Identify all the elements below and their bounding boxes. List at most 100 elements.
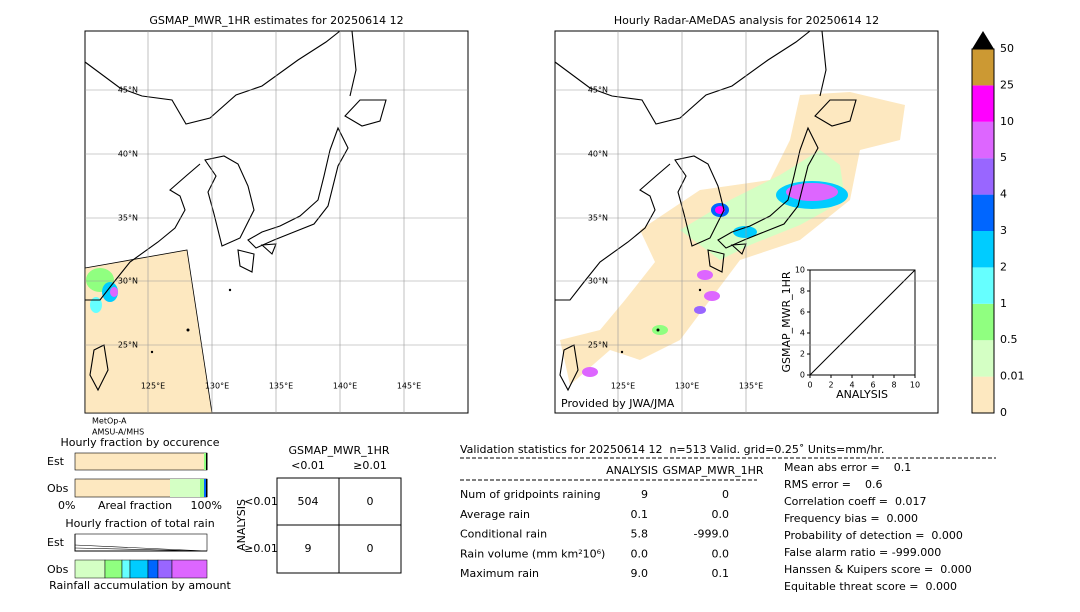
colorbar-segment [972, 340, 994, 377]
validation-header: Validation statistics for 20250614 12 n=… [460, 443, 884, 456]
colorbar-segment [972, 158, 994, 195]
colorbar-frame [971, 48, 995, 414]
rain-field [560, 92, 905, 385]
colorbar-label: 25 [1000, 78, 1014, 91]
table-cell: 0 [367, 495, 374, 508]
stat-label: Rain volume (mm km²10⁶) [460, 547, 605, 560]
stat-value: 9.0 [631, 567, 649, 580]
stat-label: Average rain [460, 508, 530, 521]
score: Mean abs error = 0.1 [784, 461, 911, 474]
stat-value: 5.8 [631, 528, 649, 541]
x-tick-label: 6 [870, 381, 875, 390]
row-label: Obs [47, 563, 69, 576]
stat-value: 0.0 [712, 547, 730, 560]
lat-label: 30°N [588, 277, 608, 286]
occurrence-bars [74, 452, 208, 498]
panel-title: Hourly fraction by occurence [61, 436, 220, 449]
colorbar-segment [972, 267, 994, 304]
score: False alarm ratio = -999.000 [784, 546, 941, 559]
score: Frequency bias = 0.000 [784, 512, 918, 525]
colorbar-label: 3 [1000, 224, 1007, 237]
stat-label: Maximum rain [460, 567, 539, 580]
colorbar-segment [972, 121, 994, 159]
stat-value: 9 [641, 488, 648, 501]
lon-label: 130°E [205, 382, 229, 391]
colorbar-label: 1 [1000, 297, 1007, 310]
lon-label: 130°E [675, 382, 699, 391]
score: RMS error = 0.6 [784, 478, 882, 491]
rain-area [110, 287, 118, 297]
lat-label: 25°N [588, 341, 608, 350]
stat-value: -999.0 [694, 528, 729, 541]
colorbar-label: 2 [1000, 260, 1007, 273]
stat-value: 0.0 [712, 508, 730, 521]
colorbar-segment [972, 303, 994, 341]
row-label: Est [47, 536, 65, 549]
credit: Provided by JWA/JMA [561, 397, 675, 410]
total-rain-bars [74, 533, 208, 579]
colorbar-label: 0 [1000, 406, 1007, 419]
lon-label: 125°E [611, 382, 635, 391]
inset-diagonal [809, 269, 916, 376]
axis-label: 100% [191, 499, 222, 512]
axis-label: 0% [58, 499, 75, 512]
x-tick-label: 4 [849, 381, 854, 390]
lon-label: 125°E [141, 382, 165, 391]
colorbar-label: 50 [1000, 42, 1014, 55]
x-tick-label: 10 [910, 381, 920, 390]
axis-label: Areal fraction [98, 499, 172, 512]
colorbar-label: 0.01 [1000, 370, 1025, 383]
lat-label: 30°N [118, 277, 138, 286]
table-title: GSMAP_MWR_1HR [288, 444, 389, 457]
column-label: <0.01 [291, 459, 325, 472]
row-label: ≥0.01 [244, 542, 278, 555]
colorbar-segment [972, 49, 994, 86]
y-tick-label: 4 [800, 329, 805, 338]
table-cell: 9 [305, 542, 312, 555]
rain-area [90, 297, 102, 313]
colorbar-label: 10 [1000, 115, 1014, 128]
lat-label: 25°N [118, 341, 138, 350]
lon-label: 135°E [739, 382, 763, 391]
contingency-grid [276, 477, 402, 574]
map-title: Hourly Radar-AMeDAS analysis for 2025061… [614, 14, 879, 27]
colorbar-segment [972, 194, 994, 231]
column-label: ≥0.01 [353, 459, 387, 472]
lat-label: 40°N [118, 150, 138, 159]
score: Probability of detection = 0.000 [784, 529, 963, 542]
x-tick-label: 2 [828, 381, 833, 390]
column-label: GSMAP_MWR_1HR [662, 464, 763, 477]
colorbar-segment [972, 85, 994, 122]
column-label: ANALYSIS [606, 464, 658, 477]
score: Hanssen & Kuipers score = 0.000 [784, 563, 972, 576]
colorbar-segment [972, 376, 994, 413]
lon-label: 135°E [269, 382, 293, 391]
stat-value: 0 [722, 488, 729, 501]
y-axis-label: GSMAP_MWR_1HR [780, 271, 793, 372]
score: Correlation coeff = 0.017 [784, 495, 926, 508]
stat-label: Num of gridpoints raining [460, 488, 601, 501]
colorbar-extend [972, 31, 994, 49]
stat-value: 0.0 [631, 547, 649, 560]
lon-label: 145°E [397, 382, 421, 391]
stat-value: 0.1 [712, 567, 730, 580]
lat-label: 35°N [588, 214, 608, 223]
table-cell: 0 [367, 542, 374, 555]
colorbar-label: 5 [1000, 151, 1007, 164]
lat-label: 40°N [588, 150, 608, 159]
y-tick-label: 6 [800, 308, 805, 317]
x-tick-label: 8 [891, 381, 896, 390]
stat-label: Conditional rain [460, 528, 547, 541]
y-tick-label: 8 [800, 287, 805, 296]
row-label: Est [47, 455, 65, 468]
y-tick-label: 10 [795, 266, 805, 275]
x-axis-label: ANALYSIS [836, 388, 888, 401]
x-tick-label: 0 [807, 381, 812, 390]
caption: Rainfall accumulation by amount [49, 579, 231, 592]
stat-value: 0.1 [631, 508, 649, 521]
colorbar-segment [972, 231, 994, 268]
lat-label: 45°N [588, 86, 608, 95]
map-title: GSMAP_MWR_1HR estimates for 20250614 12 [149, 14, 403, 27]
table-cell: 504 [298, 495, 319, 508]
